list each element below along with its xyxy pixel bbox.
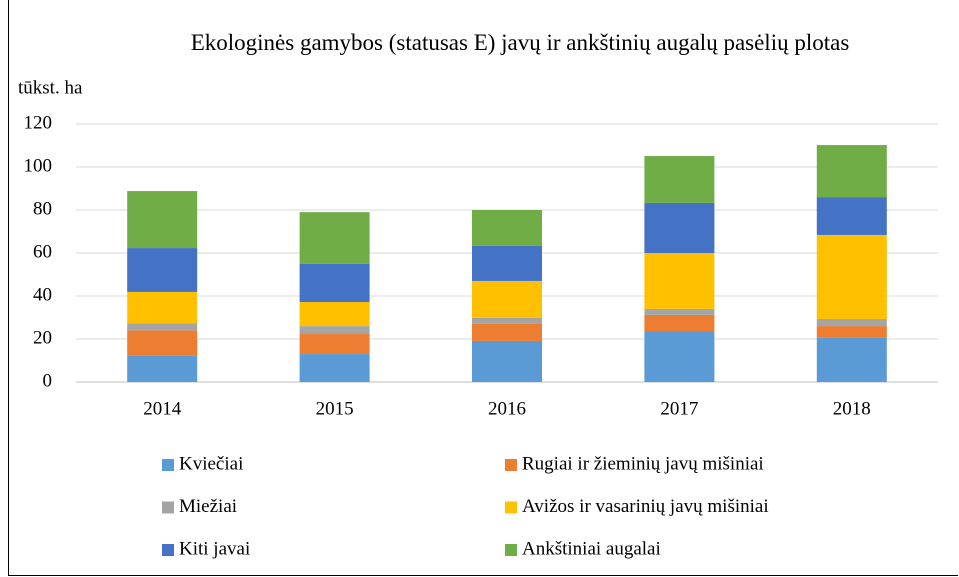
y-tick-label: 80 bbox=[33, 198, 52, 219]
legend-label: Ankštiniai augalai bbox=[522, 538, 661, 559]
chart-frame bbox=[8, 0, 958, 576]
legend-label: Miežiai bbox=[179, 496, 237, 517]
x-tick-label: 2017 bbox=[660, 398, 698, 419]
y-tick-label: 120 bbox=[24, 112, 53, 133]
bar-segment bbox=[644, 156, 715, 203]
bar-segment bbox=[472, 210, 542, 246]
bar-segment bbox=[472, 323, 542, 341]
bar-segment bbox=[299, 326, 370, 335]
legend-swatch bbox=[505, 544, 517, 556]
y-tick-label: 60 bbox=[33, 241, 52, 262]
chart-title: Ekologinės gamybos (statusas E) javų ir … bbox=[190, 30, 850, 55]
legend-label: Kiti javai bbox=[179, 538, 250, 559]
bar-segment bbox=[816, 319, 887, 327]
y-tick-label: 100 bbox=[24, 155, 53, 176]
x-tick-label: 2014 bbox=[143, 398, 182, 419]
bar-segment bbox=[299, 302, 370, 327]
bar-segment bbox=[299, 212, 370, 264]
y-tick-label: 0 bbox=[43, 370, 53, 391]
legend-label: Kviečiai bbox=[179, 453, 243, 474]
bar-segment bbox=[644, 202, 715, 253]
bar-segment bbox=[127, 248, 198, 292]
bar-segment bbox=[472, 280, 542, 318]
bar-segment bbox=[816, 234, 887, 320]
legend-label: Avižos ir vasarinių javų mišiniai bbox=[522, 496, 769, 517]
bar-segment bbox=[816, 326, 887, 338]
legend-swatch bbox=[162, 501, 174, 514]
bar-segment bbox=[472, 245, 542, 281]
bar-segment bbox=[816, 145, 887, 198]
legend-swatch bbox=[162, 459, 174, 471]
x-tick-label: 2018 bbox=[833, 398, 871, 419]
bar-segment bbox=[644, 308, 715, 315]
legend-swatch bbox=[505, 459, 517, 471]
bar-segment bbox=[816, 197, 887, 235]
bar-segment bbox=[127, 355, 198, 382]
y-tick-label: 40 bbox=[33, 284, 52, 305]
bar-segment bbox=[644, 331, 715, 382]
bar-segment bbox=[816, 337, 887, 382]
bar-segment bbox=[299, 263, 370, 303]
legend-swatch bbox=[162, 544, 174, 556]
bar-segment bbox=[127, 191, 198, 249]
x-tick-label: 2016 bbox=[488, 398, 526, 419]
bar-segment bbox=[472, 317, 542, 324]
bar-segment bbox=[299, 334, 370, 355]
legend-label: Rugiai ir žieminių javų mišiniai bbox=[522, 453, 764, 474]
bar-segment bbox=[127, 291, 198, 324]
y-tick-label: 20 bbox=[33, 327, 52, 348]
y-axis-label: tūkst. ha bbox=[18, 77, 83, 98]
x-tick-label: 2015 bbox=[316, 398, 354, 419]
bar-segment bbox=[472, 340, 542, 382]
bar-segment bbox=[299, 354, 370, 382]
bar-segment bbox=[127, 323, 198, 331]
bar-segment bbox=[644, 314, 715, 332]
bar-segment bbox=[127, 330, 198, 356]
bar-segment bbox=[644, 253, 715, 309]
legend-swatch bbox=[505, 501, 517, 514]
